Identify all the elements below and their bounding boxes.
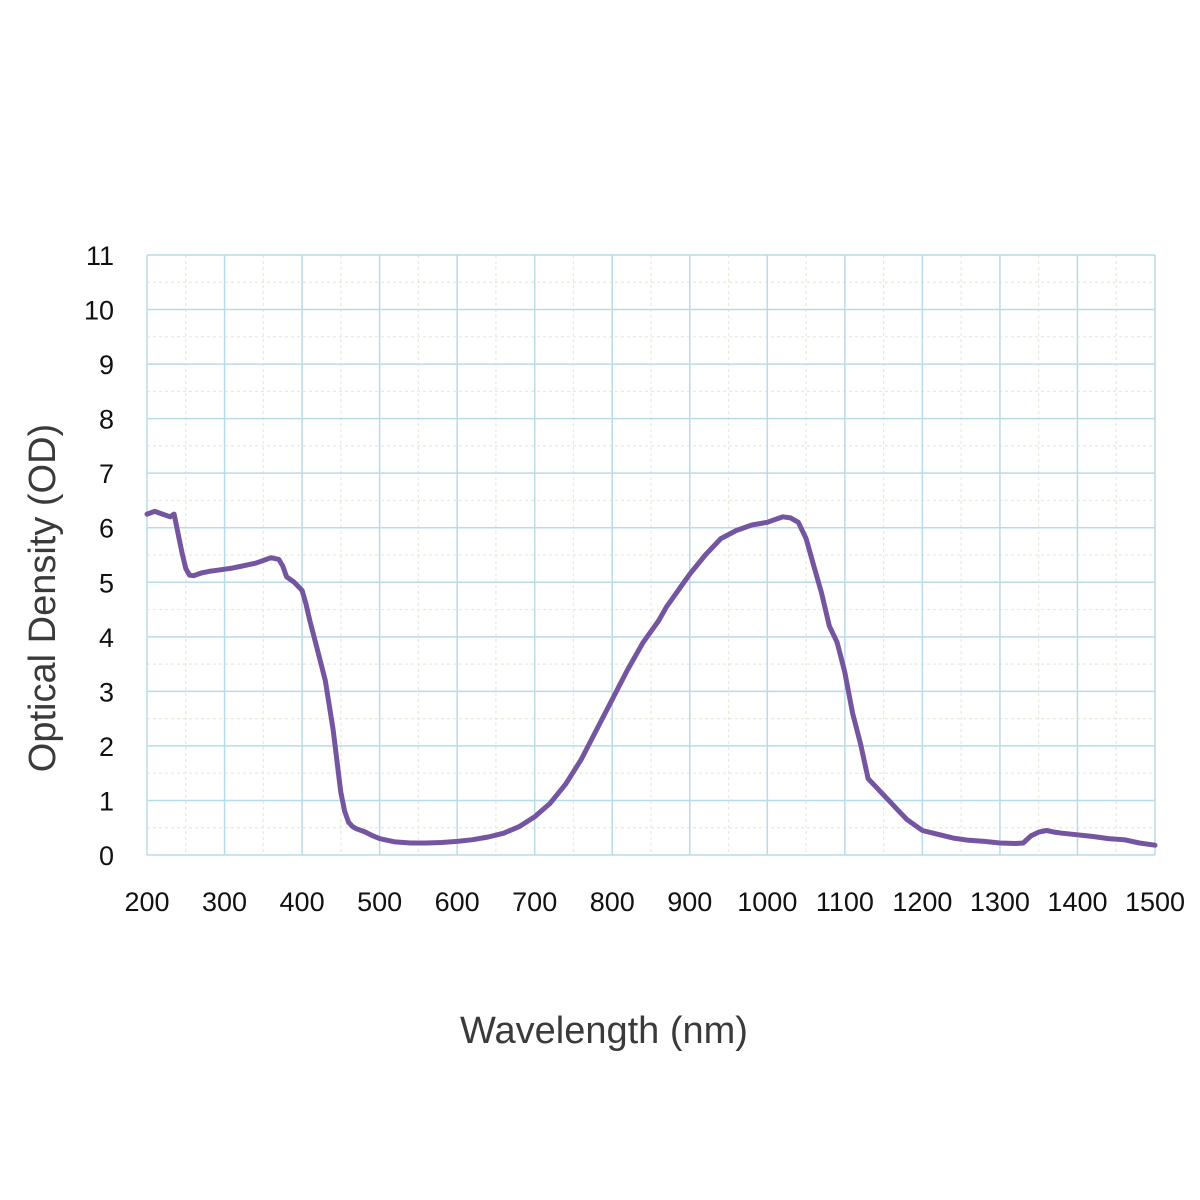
y-tick-label: 7 xyxy=(99,459,114,489)
x-axis-tick-labels: 200 300 400 500 600 700 800 900 1000 1100 1200 1300… xyxy=(124,887,1185,917)
x-tick-label: 900 xyxy=(667,887,712,917)
x-tick-label: 200 xyxy=(124,887,169,917)
minor-gridlines xyxy=(147,255,1155,855)
x-tick-label: 700 xyxy=(512,887,557,917)
y-tick-label: 5 xyxy=(99,568,114,598)
y-axis-title: Optical Density (OD) xyxy=(22,424,64,772)
series-line-od xyxy=(144,508,1158,848)
x-tick-label: 1100 xyxy=(816,887,874,917)
y-tick-label: 3 xyxy=(99,677,114,707)
y-tick-label: 4 xyxy=(99,623,114,653)
x-tick-label: 1500 xyxy=(1125,887,1185,917)
x-tick-label: 1400 xyxy=(1047,887,1107,917)
y-tick-label: 1 xyxy=(99,786,114,816)
x-tick-label: 1200 xyxy=(892,887,952,917)
x-tick-label: 1000 xyxy=(737,887,797,917)
y-tick-label: 2 xyxy=(99,732,114,762)
y-tick-label: 10 xyxy=(84,296,114,326)
y-tick-label: 9 xyxy=(99,350,114,380)
y-axis-tick-labels: 0 1 2 3 4 5 6 7 8 9 10 11 xyxy=(84,241,114,871)
x-tick-label: 500 xyxy=(357,887,402,917)
y-tick-label: 11 xyxy=(86,241,114,271)
x-axis-title: Wavelength (nm) xyxy=(460,1010,748,1052)
y-tick-label: 6 xyxy=(99,514,114,544)
x-tick-label: 1300 xyxy=(970,887,1030,917)
x-tick-label: 800 xyxy=(590,887,635,917)
x-tick-label: 600 xyxy=(435,887,480,917)
x-tick-label: 400 xyxy=(280,887,325,917)
x-tick-label: 300 xyxy=(202,887,247,917)
y-tick-label: 0 xyxy=(99,841,114,871)
y-tick-label: 8 xyxy=(99,405,114,435)
